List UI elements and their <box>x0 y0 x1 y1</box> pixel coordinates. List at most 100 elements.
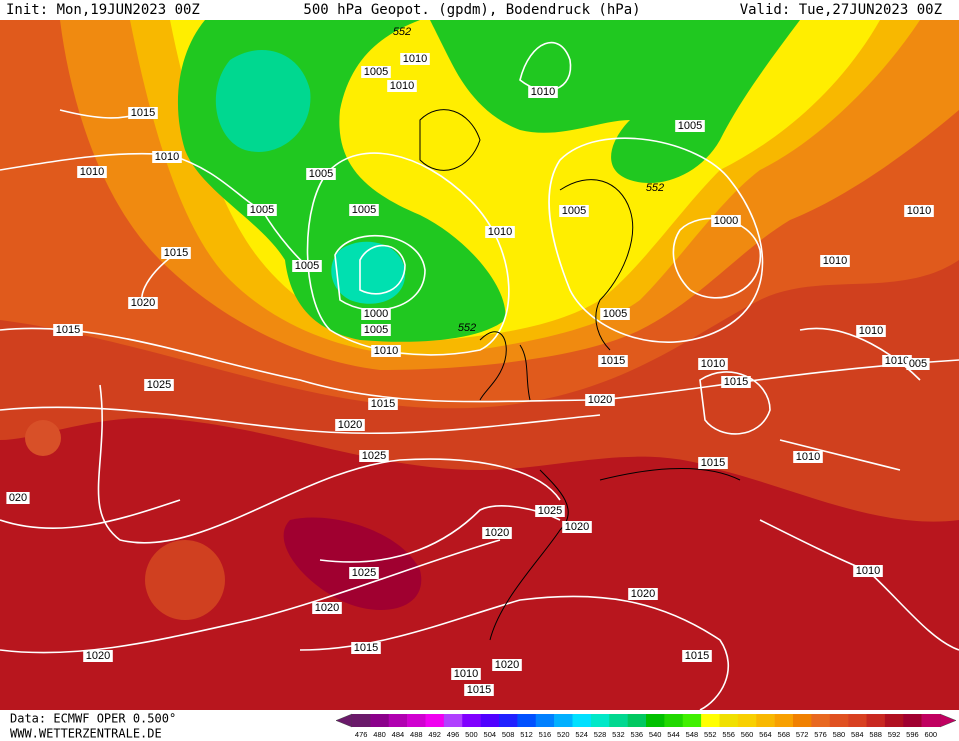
isobar-label-box <box>882 355 912 367</box>
isobar-label-box <box>361 324 391 336</box>
colorbar-label: 480 <box>373 730 386 739</box>
isobar-label-box <box>359 450 389 462</box>
isobar-label-box <box>675 120 705 132</box>
colorbar-swatch <box>774 714 794 727</box>
isobar-label: 1000 <box>364 308 388 320</box>
isobar-label: 005 <box>909 358 927 370</box>
isobar-label-box <box>351 642 381 654</box>
colorbar-swatch <box>407 714 426 727</box>
colorbar-swatch <box>903 714 922 727</box>
isobar-label-box <box>53 324 83 336</box>
colorbar-swatch <box>848 714 867 727</box>
isobar-label: 1020 <box>588 394 612 406</box>
colorbar-swatch <box>352 714 371 727</box>
colorbar-swatch <box>370 714 390 727</box>
isobar-label: 1015 <box>601 355 625 367</box>
isobar-label: 1005 <box>309 168 333 180</box>
isobar-label: 1010 <box>390 80 414 92</box>
map-field <box>430 20 800 184</box>
colorbar-label: 548 <box>686 730 699 739</box>
isobar-label: 1005 <box>364 324 388 336</box>
isobar-label: 1010 <box>859 325 883 337</box>
isobar-label-box <box>628 588 658 600</box>
colorbar-swatch <box>737 714 757 727</box>
isobar-label-box <box>292 260 322 272</box>
isobar-label-box <box>128 107 158 119</box>
isobar-label: 1010 <box>701 358 725 370</box>
isobar-label: 1025 <box>147 379 171 391</box>
colorbar-label: 544 <box>667 730 680 739</box>
isobar-label-box <box>349 567 379 579</box>
website: WWW.WETTERZENTRALE.DE <box>10 727 162 741</box>
data-source: Data: ECMWF OPER 0.500° <box>10 712 176 726</box>
colorbar-swatch <box>756 714 775 727</box>
isobar-label-box <box>820 255 850 267</box>
isobar-label: 1005 <box>295 260 319 272</box>
isobar-label-box <box>793 451 823 463</box>
isobar-label-box <box>368 398 398 410</box>
isobar-label-box <box>128 297 158 309</box>
isobar-label-box <box>387 80 417 92</box>
isobar-label-box <box>698 457 728 469</box>
colorbar-swatch <box>388 714 408 727</box>
isobar-label: 1010 <box>374 345 398 357</box>
colorbar-swatch <box>866 714 886 727</box>
isobar-label: 1015 <box>56 324 80 336</box>
colorbar-label: 572 <box>796 730 809 739</box>
isobar-label: 1015 <box>164 247 188 259</box>
isobar-label: 1020 <box>338 419 362 431</box>
isobar-label-box <box>856 325 886 337</box>
colorbar-label: 528 <box>594 730 607 739</box>
colorbar-label: 488 <box>410 730 423 739</box>
isobar-label-box <box>247 204 277 216</box>
colorbar-label: 516 <box>539 730 552 739</box>
isobar-label: 1010 <box>885 355 909 367</box>
colorbar-label: 504 <box>484 730 497 739</box>
map-field <box>331 241 406 304</box>
isobar-label-box <box>600 308 630 320</box>
colorbar-label: 568 <box>778 730 791 739</box>
colorbar-label: 556 <box>722 730 735 739</box>
colorbar-label: 484 <box>392 730 405 739</box>
map-field <box>283 517 422 610</box>
colorbar-swatch <box>811 714 831 727</box>
colorbar-label: 500 <box>465 730 478 739</box>
isobar-label: 1005 <box>352 204 376 216</box>
isobar-label: 1015 <box>131 107 155 119</box>
colorbar-label: 520 <box>557 730 570 739</box>
colorbar-label: 476 <box>355 730 368 739</box>
isobar-label-box <box>528 86 558 98</box>
isobar-label-box <box>335 419 365 431</box>
colorbar-label: 508 <box>502 730 515 739</box>
isobar-label: 1020 <box>565 521 589 533</box>
isobars <box>0 41 959 711</box>
colorbar-swatch <box>499 714 518 727</box>
isobar-label: 1005 <box>250 204 274 216</box>
isobar-label-box <box>400 53 430 65</box>
colorbar-swatch <box>425 714 445 727</box>
isobar-label-box <box>482 527 512 539</box>
colorbar-label: 560 <box>741 730 754 739</box>
isobar-label: 1010 <box>454 668 478 680</box>
isobar-label: 552 <box>646 182 664 194</box>
colorbar-swatch <box>572 714 592 727</box>
isobar-label: 1005 <box>678 120 702 132</box>
isobar-label: 1000 <box>714 215 738 227</box>
colorbar-swatch <box>535 714 555 727</box>
isobar-label-box <box>535 505 565 517</box>
isobar-label: 1020 <box>631 588 655 600</box>
colorbar-label: 596 <box>906 730 919 739</box>
colorbar-swatch <box>462 714 481 727</box>
isobar-label: 1005 <box>562 205 586 217</box>
isobar-label: 1015 <box>685 650 709 662</box>
isobar-label: 1020 <box>315 602 339 614</box>
init-time: Init: Mon,19JUN2023 00Z <box>6 2 200 18</box>
isobar-label-box <box>144 379 174 391</box>
isobar-label-box <box>77 166 107 178</box>
isobar-label-box <box>906 358 930 370</box>
isobar-label-box <box>698 358 728 370</box>
isobar-label-box <box>83 650 113 662</box>
colorbar-label: 536 <box>631 730 644 739</box>
isobar-label: 1010 <box>856 565 880 577</box>
colorbar-label: 584 <box>851 730 864 739</box>
